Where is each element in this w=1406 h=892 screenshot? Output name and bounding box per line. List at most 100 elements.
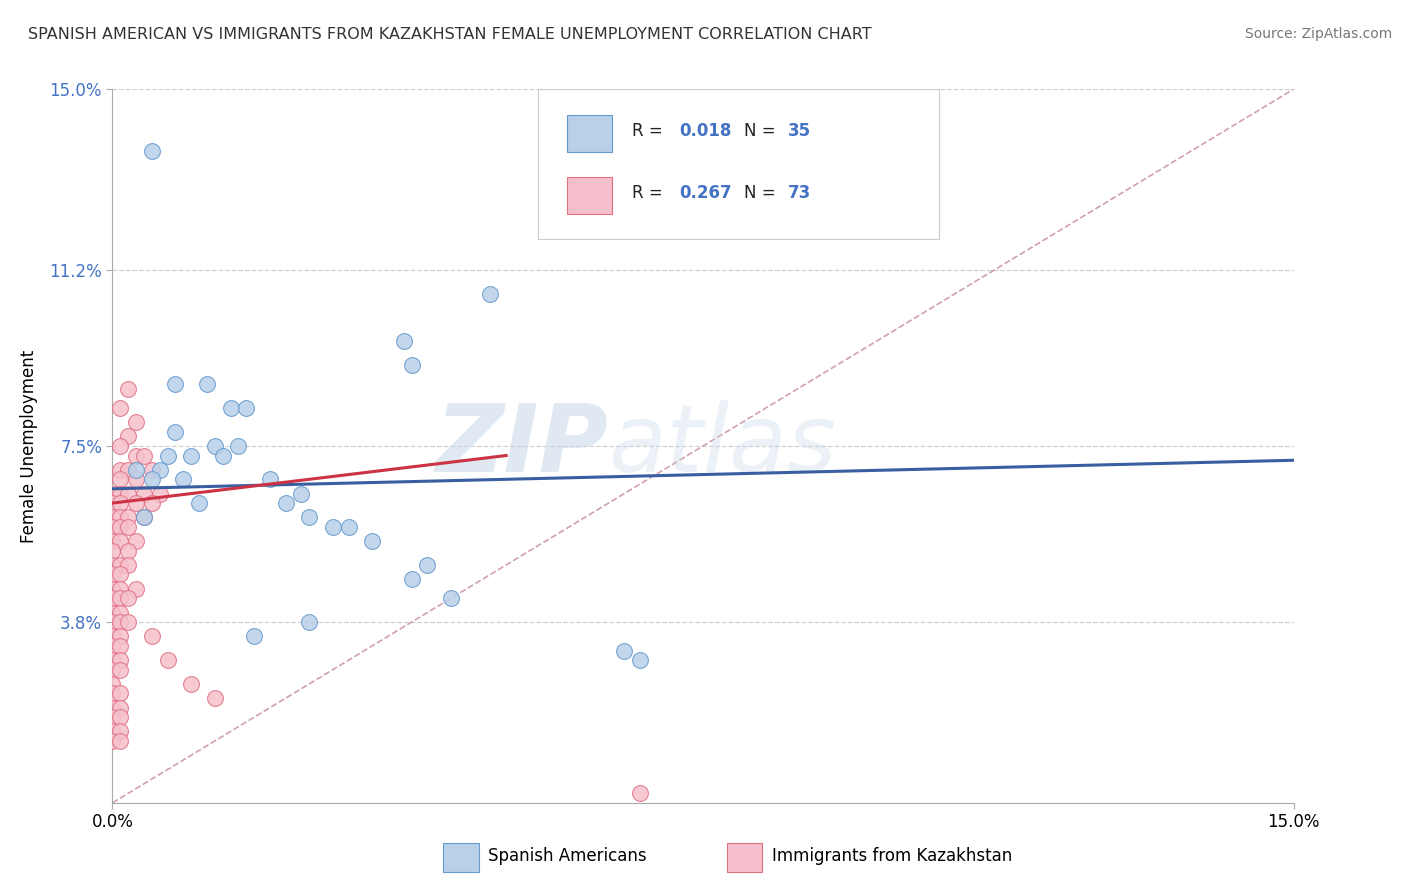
Point (141, 144, 163, 158)
Point (392, 334, 415, 349)
Point (235, 401, 257, 415)
Point (110, 401, 132, 415)
Point (101, 543, 124, 558)
Point (110, 653, 132, 667)
Point (401, 358, 423, 372)
Point (243, 629, 266, 643)
Point (141, 496, 163, 510)
Point (110, 663, 132, 677)
Point (110, 534, 132, 549)
FancyBboxPatch shape (567, 177, 612, 214)
Point (141, 463, 163, 477)
Point (628, 653, 651, 667)
Point (479, 286, 502, 301)
FancyBboxPatch shape (727, 844, 762, 872)
Point (101, 734, 124, 748)
Point (110, 463, 132, 477)
Point (110, 472, 132, 486)
FancyBboxPatch shape (567, 115, 612, 152)
Point (110, 629, 132, 643)
Point (337, 520, 360, 534)
Point (416, 558, 439, 572)
Text: N =: N = (744, 121, 782, 139)
Point (440, 591, 463, 606)
Point (132, 510, 155, 524)
Point (172, 472, 194, 486)
Point (188, 496, 211, 510)
Point (110, 606, 132, 620)
Text: 35: 35 (787, 121, 811, 139)
Point (101, 686, 124, 700)
Point (117, 615, 139, 629)
Point (110, 486, 132, 500)
Point (165, 377, 187, 392)
Point (125, 496, 148, 510)
Text: SPANISH AMERICAN VS IMMIGRANTS FROM KAZAKHSTAN FEMALE UNEMPLOYMENT CORRELATION C: SPANISH AMERICAN VS IMMIGRANTS FROM KAZA… (28, 27, 872, 42)
Point (156, 653, 179, 667)
Point (219, 401, 242, 415)
Point (117, 520, 139, 534)
Point (637, 215, 659, 229)
Point (322, 520, 344, 534)
Point (149, 463, 172, 477)
Point (110, 496, 132, 510)
Point (117, 463, 139, 477)
Point (110, 558, 132, 572)
Point (101, 606, 124, 620)
Point (101, 677, 124, 691)
Point (298, 615, 321, 629)
Point (101, 724, 124, 739)
Text: R =: R = (633, 121, 668, 139)
Y-axis label: Female Unemployment: Female Unemployment (20, 350, 38, 542)
Point (110, 567, 132, 582)
Point (361, 534, 384, 549)
Point (110, 510, 132, 524)
Point (401, 572, 423, 586)
Point (117, 591, 139, 606)
Point (132, 510, 155, 524)
Point (101, 558, 124, 572)
Point (274, 496, 297, 510)
Point (195, 377, 218, 392)
Point (125, 582, 148, 596)
Point (101, 615, 124, 629)
Point (141, 629, 163, 643)
Point (613, 643, 636, 657)
Point (110, 520, 132, 534)
Point (117, 382, 139, 396)
Point (110, 615, 132, 629)
Point (180, 449, 202, 463)
Text: R =: R = (633, 184, 668, 202)
Point (211, 449, 233, 463)
Text: N =: N = (744, 184, 782, 202)
Point (110, 439, 132, 453)
Point (117, 429, 139, 443)
Point (101, 496, 124, 510)
Point (228, 439, 250, 453)
FancyBboxPatch shape (537, 89, 939, 239)
Point (125, 534, 148, 549)
Point (101, 486, 124, 500)
Point (204, 439, 226, 453)
Point (101, 700, 124, 714)
Point (117, 486, 139, 500)
Point (101, 591, 124, 606)
Point (101, 534, 124, 549)
Point (165, 425, 187, 439)
Point (156, 449, 179, 463)
Point (101, 520, 124, 534)
Point (101, 710, 124, 724)
Point (290, 486, 312, 500)
Point (110, 734, 132, 748)
Point (110, 591, 132, 606)
Point (110, 700, 132, 714)
Point (141, 472, 163, 486)
Text: Immigrants from Kazakhstan: Immigrants from Kazakhstan (772, 847, 1012, 865)
Point (101, 663, 124, 677)
Point (101, 510, 124, 524)
Point (132, 449, 155, 463)
Point (110, 582, 132, 596)
Point (125, 463, 148, 477)
Point (628, 786, 651, 800)
Point (117, 510, 139, 524)
